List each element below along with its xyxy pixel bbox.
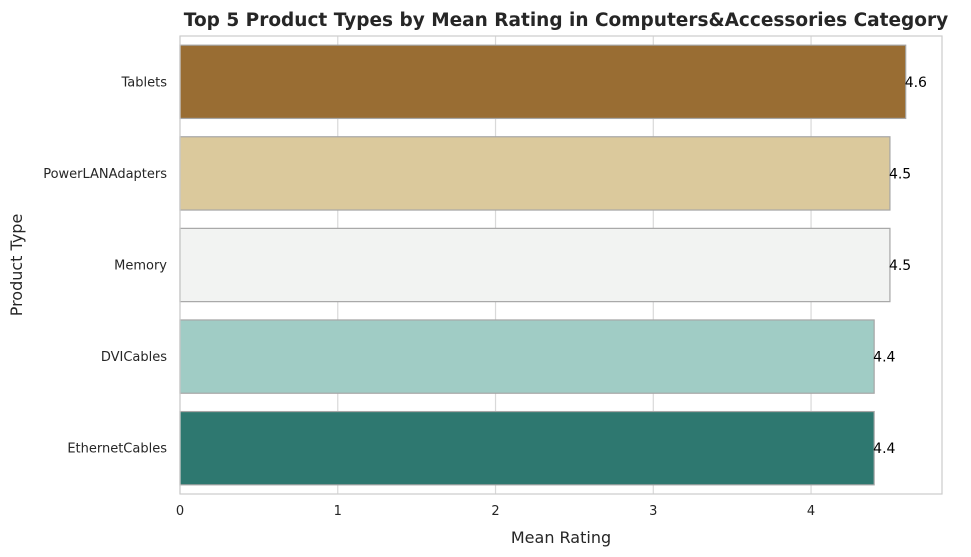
bar	[179, 410, 875, 486]
y-tick-label: DVICables	[101, 350, 167, 365]
x-tick-labels: 0 1 2 3 4	[176, 504, 815, 519]
y-tick-labels: Tablets PowerLANAdapters Memory DVICables Et…	[43, 75, 167, 456]
data-label: 4.4	[873, 441, 895, 457]
bars	[179, 44, 907, 486]
x-tick-label: 3	[649, 504, 657, 519]
y-tick-label: EthernetCables	[67, 442, 167, 457]
y-tick-label: Memory	[114, 259, 167, 274]
x-tick-label: 4	[807, 504, 815, 519]
data-label: 4.6	[905, 75, 927, 91]
data-labels: 4.6 4.5 4.5 4.4 4.4	[873, 75, 927, 457]
x-axis-label: Mean Rating	[511, 528, 611, 547]
y-tick-label: Tablets	[121, 75, 168, 90]
plot-frame	[179, 35, 943, 495]
x-tick-label: 1	[334, 504, 342, 519]
bar	[179, 136, 891, 211]
bar	[179, 227, 891, 303]
bar	[179, 44, 907, 120]
x-tick-label: 0	[176, 504, 184, 519]
data-label: 4.5	[889, 166, 911, 182]
bar	[179, 319, 875, 394]
chart-title: Top 5 Product Types by Mean Rating in Co…	[184, 10, 948, 31]
data-label: 4.5	[889, 258, 911, 274]
data-label: 4.4	[873, 350, 895, 366]
x-tick-label: 2	[491, 504, 499, 519]
y-tick-label: PowerLANAdapters	[43, 167, 167, 182]
y-axis-label: Product Type	[7, 214, 26, 317]
